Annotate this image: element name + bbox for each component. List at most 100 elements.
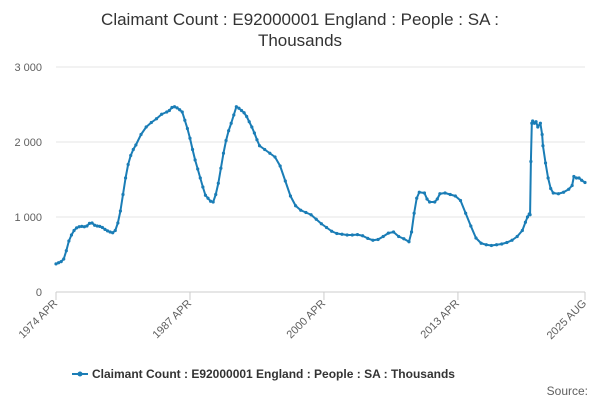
data-point [121, 192, 125, 197]
data-point [438, 192, 442, 196]
data-point [77, 225, 81, 229]
data-point [330, 229, 334, 233]
data-point [350, 233, 354, 237]
data-point [118, 209, 123, 213]
data-point [397, 234, 401, 239]
grid-lines [56, 66, 585, 293]
data-point [144, 125, 148, 129]
data-point [250, 125, 254, 129]
data-point [458, 198, 463, 203]
data-point [309, 213, 313, 217]
data-point [494, 243, 499, 247]
chart-title-line-1: Claimant Count : E92000001 England : Peo… [101, 10, 499, 29]
data-point [206, 196, 210, 200]
data-point [87, 221, 92, 225]
data-point [314, 217, 318, 221]
data-point [208, 199, 213, 203]
data-point [469, 224, 473, 228]
data-point [149, 120, 153, 125]
legend[interactable]: Claimant Count : E92000001 England : Peo… [72, 367, 455, 381]
data-point [510, 238, 514, 242]
data-point [453, 194, 457, 198]
data-point [188, 136, 192, 140]
data-point [211, 200, 215, 204]
data-point [229, 121, 233, 125]
data-point [113, 228, 117, 233]
data-point [196, 167, 200, 171]
data-point [178, 108, 182, 112]
data-point [67, 239, 71, 243]
y-tick-label: 1 000 [14, 212, 42, 224]
data-point [64, 249, 68, 253]
data-point [523, 220, 528, 224]
data-point [366, 236, 370, 240]
data-point [75, 226, 79, 230]
data-point [417, 190, 421, 194]
data-point [221, 151, 226, 155]
data-point [85, 224, 89, 228]
data-point [335, 231, 339, 236]
data-point [474, 236, 478, 240]
data-point [82, 225, 86, 229]
data-point [69, 233, 74, 237]
data-point [583, 180, 587, 185]
y-tick-label: 2 000 [14, 137, 42, 149]
data-point [536, 125, 540, 129]
data-point [409, 230, 414, 234]
data-point [268, 151, 272, 155]
data-point [172, 105, 177, 109]
data-point [252, 131, 256, 135]
data-point [386, 231, 390, 235]
data-point [214, 192, 218, 197]
data-point [247, 120, 251, 124]
data-point [567, 187, 571, 191]
data-point [59, 260, 63, 264]
data-point [556, 192, 561, 196]
data-point [80, 224, 84, 228]
data-point [131, 147, 135, 152]
data-point [500, 242, 504, 246]
data-point [129, 153, 133, 158]
data-point [273, 155, 277, 159]
data-point [160, 112, 164, 116]
data-point [93, 223, 97, 227]
data-point [237, 106, 241, 110]
data-point [201, 185, 205, 189]
credit-text[interactable]: Source: [547, 384, 588, 398]
data-point [505, 240, 509, 245]
data-point [540, 132, 544, 137]
data-point [154, 117, 159, 121]
data-point [263, 147, 267, 152]
data-point [324, 225, 329, 230]
data-point [415, 196, 419, 200]
data-point [234, 105, 238, 109]
legend-label[interactable]: Claimant Count : E92000001 England : Peo… [92, 367, 455, 381]
data-point [570, 183, 574, 188]
data-point [245, 114, 249, 119]
data-point [376, 237, 380, 242]
data-point [111, 231, 115, 235]
data-point [224, 138, 228, 143]
data-point [534, 120, 538, 124]
data-point [54, 262, 58, 266]
data-point [134, 143, 138, 147]
data-point [232, 113, 236, 117]
data-point [425, 197, 429, 201]
data-point [299, 208, 303, 212]
data-point [538, 121, 542, 125]
data-point [95, 224, 99, 228]
data-point [484, 243, 488, 247]
data-point [422, 191, 427, 195]
data-point [108, 230, 112, 234]
data-point [572, 174, 576, 179]
data-point [180, 110, 184, 114]
data-point [515, 234, 519, 239]
data-point [433, 200, 437, 204]
data-point [391, 230, 396, 234]
data-point [278, 164, 282, 168]
data-point [520, 228, 524, 233]
data-point [543, 161, 548, 165]
data-point [72, 228, 76, 233]
